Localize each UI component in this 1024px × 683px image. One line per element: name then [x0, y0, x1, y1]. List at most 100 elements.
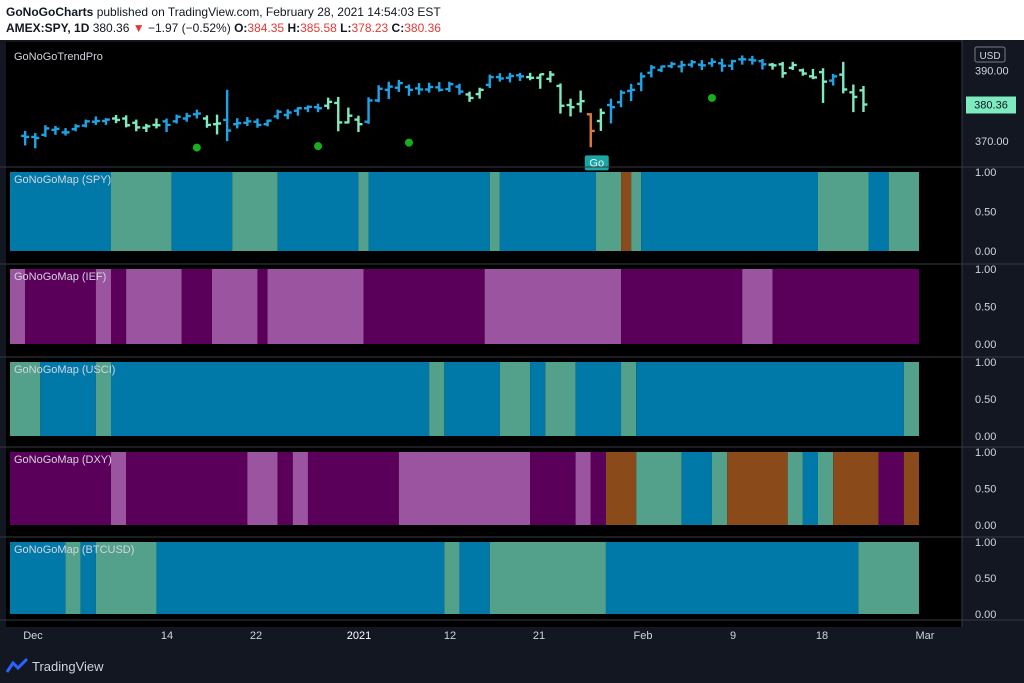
ohlc-bar: [546, 71, 555, 83]
ohlc-bar: [455, 83, 464, 95]
ohlc-bar: [61, 128, 70, 136]
heatmap-pane: GoNoGoMap (IEF) 1.00 0.50 0.00: [0, 263, 1024, 351]
heatmap-segment: [711, 452, 728, 525]
heatmap-pane-title: GoNoGoMap (DXY): [14, 454, 112, 466]
heatmap-segment: [631, 172, 642, 251]
ohlc-bar: [182, 112, 191, 122]
ohlc-bar: [647, 65, 656, 78]
ohlc-bar: [788, 61, 797, 70]
heatmap-segment: [257, 269, 268, 344]
price-pane-title: GoNoGoTrendPro: [14, 51, 103, 63]
heatmap-segment: [530, 452, 576, 525]
down-arrow-icon: ▼: [132, 21, 145, 35]
ohlc-bar: [404, 84, 413, 96]
tradingview-logo-icon[interactable]: [6, 658, 28, 674]
heatmap-segment: [545, 362, 576, 436]
heatmap-pane-title: GoNoGoMap (BTCUSD): [14, 544, 134, 556]
heatmap-pane: GoNoGoMap (USCI) 1.00 0.50 0.00: [0, 356, 1024, 443]
heatmap-segment: [903, 452, 919, 525]
publish-info: GoNoGoCharts published on TradingView.co…: [6, 5, 441, 19]
ohlc-bar: [122, 115, 131, 128]
ohlc-bar: [21, 130, 30, 146]
ohlc-bar: [172, 114, 181, 124]
price-tick-label: 390.00: [975, 65, 1009, 77]
heatmap-segment: [95, 269, 111, 344]
ohlc-bar: [576, 90, 585, 113]
ohlc-bar: [566, 98, 575, 117]
ohlc-bar: [667, 61, 676, 69]
high-value: 385.58: [300, 21, 337, 35]
ohlc-bar: [728, 59, 737, 70]
heatmap-tick-label: 0.00: [975, 520, 996, 532]
open-value: 384.35: [247, 21, 285, 35]
time-tick-label: Dec: [23, 630, 43, 642]
heatmap-segment: [575, 362, 622, 436]
heatmap-segment: [888, 172, 919, 251]
heatmap-segment: [10, 452, 111, 525]
ohlc-bar: [778, 61, 787, 78]
heatmap-segment: [621, 269, 743, 344]
heatmap-segment: [681, 452, 712, 525]
time-tick-label: Mar: [916, 630, 935, 642]
publisher-name[interactable]: GoNoGoCharts: [6, 5, 94, 19]
heatmap-segment: [126, 452, 248, 525]
heatmap-segment: [868, 172, 889, 251]
currency-box: [974, 46, 1006, 63]
heatmap-segment: [878, 452, 904, 525]
ohlc-bar: [394, 79, 403, 92]
ohlc-bar: [51, 125, 60, 135]
heatmap-segment: [171, 172, 233, 251]
heatmap-segment: [802, 452, 818, 525]
ohlc-bar: [808, 68, 817, 80]
symbol-info: AMEX:SPY, 1D 380.36 ▼ −1.97 (−0.52%) O:3…: [6, 21, 441, 35]
ohlc-bar: [485, 74, 494, 89]
go-label: Go: [584, 155, 609, 171]
heatmap-tick-label: 0.50: [975, 394, 996, 406]
ohlc-bar: [738, 55, 747, 65]
heatmap-segment: [636, 362, 904, 436]
ohlc-bar: [718, 58, 727, 72]
heatmap-tick-label: 0.50: [975, 302, 996, 314]
go-dot: [404, 138, 413, 147]
heatmap-segment: [212, 269, 258, 344]
ohlc-bar: [748, 55, 757, 65]
ohlc-bar: [586, 113, 595, 148]
heatmap-segment: [363, 269, 485, 344]
ohlc-bar: [152, 118, 161, 129]
heatmap-segment: [499, 362, 531, 436]
heatmap-segment: [307, 452, 399, 525]
heatmap-segment: [636, 452, 682, 525]
ohlc-bar: [435, 82, 444, 92]
last-price-label: 380.36: [974, 99, 1008, 111]
heatmap-tick-label: 0.50: [975, 573, 996, 585]
footer: TradingView: [0, 650, 1024, 683]
ohlc-bar: [162, 118, 171, 132]
chart-header: GoNoGoCharts published on TradingView.co…: [0, 0, 1024, 40]
ohlc-bar: [516, 72, 525, 81]
ohlc-bar: [849, 84, 858, 113]
price-axis: USD 390.00 370.00 380.36: [966, 46, 1016, 148]
ohlc-bar: [495, 73, 504, 82]
heatmap-segment: [25, 269, 96, 344]
ohlc-bar: [374, 85, 383, 103]
ohlc-bar: [768, 62, 777, 70]
tradingview-brand[interactable]: TradingView: [32, 659, 104, 674]
ohlc-bar: [829, 73, 838, 86]
ohlc-bar: [223, 89, 232, 142]
last-price-box: [966, 96, 1016, 114]
heatmap-segment: [65, 542, 81, 614]
go-dot: [314, 142, 323, 151]
heatmap-segment: [444, 542, 460, 614]
ohlc-bar: [273, 109, 282, 120]
ohlc-bar: [707, 58, 716, 67]
price-pane: GoNoGoTrendPro Go USD 390.00 370.00 380.36: [14, 46, 1016, 171]
heatmap-segment: [818, 452, 834, 525]
heatmap-segment: [10, 172, 111, 251]
chart-area[interactable]: GoNoGoTrendProGoUSD390.00370.00380.36GoN…: [0, 40, 1024, 650]
heatmap-tick-label: 0.50: [975, 207, 996, 219]
time-tick-label: 12: [444, 630, 456, 642]
ohlc-bar: [839, 61, 848, 94]
heatmap-segment: [641, 172, 818, 251]
heatmap-segment: [595, 172, 622, 251]
ohlc-bar: [192, 109, 201, 119]
